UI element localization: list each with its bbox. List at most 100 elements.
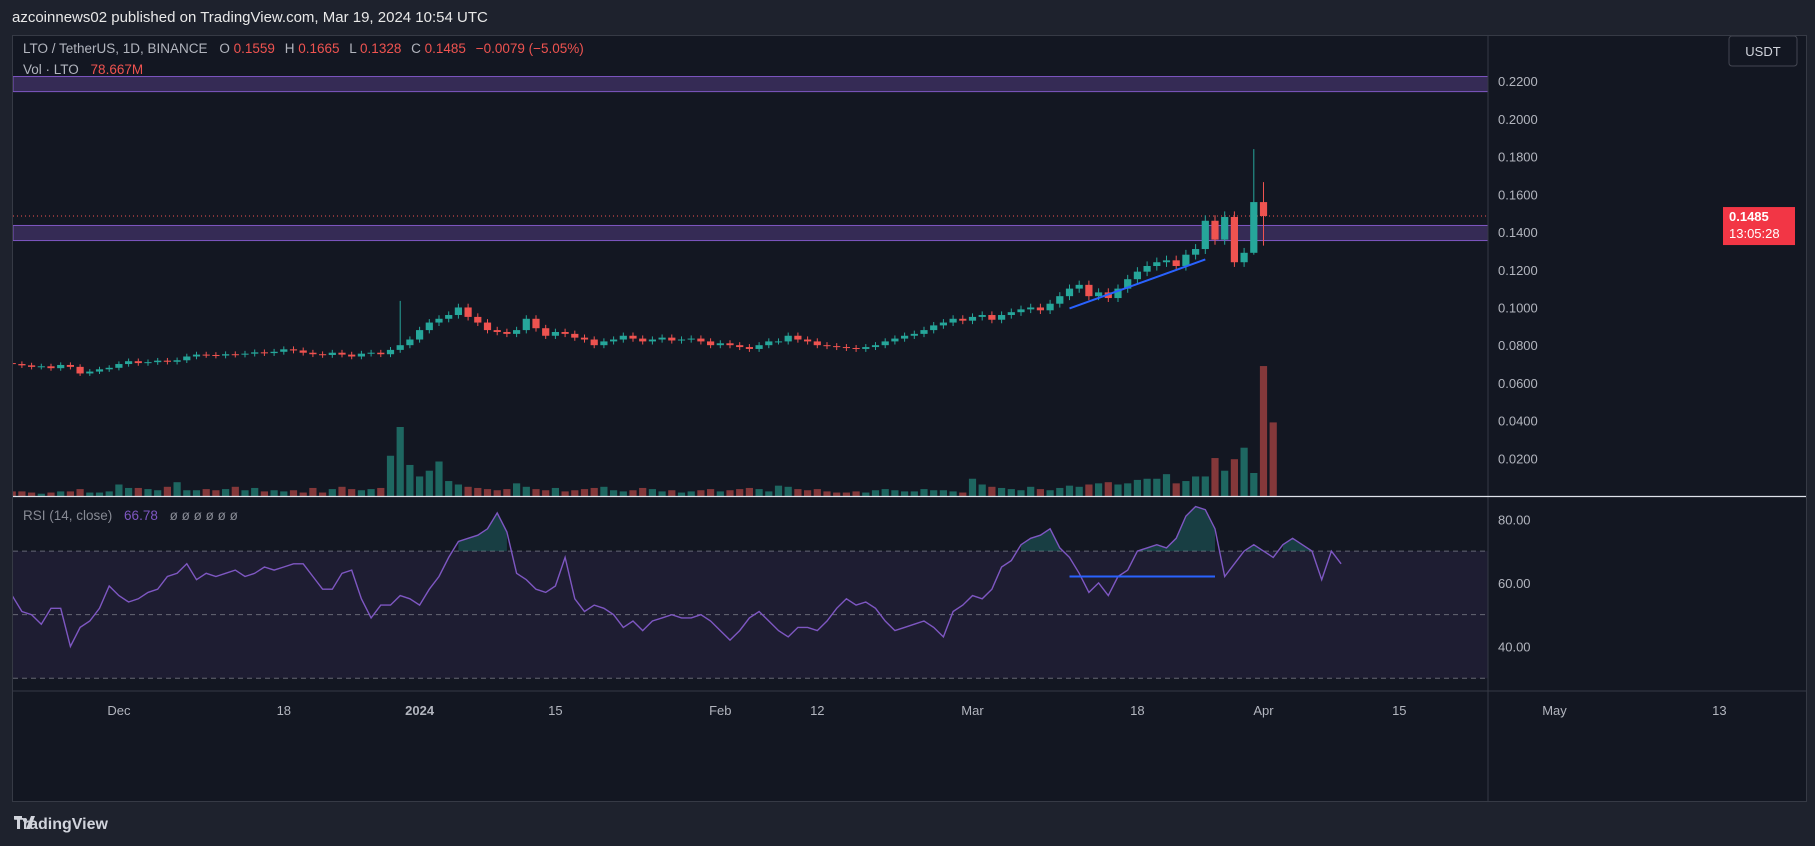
candle-body xyxy=(600,341,608,346)
candle-body xyxy=(299,350,307,353)
legend-rsi-placeholders: ø ø ø ø ø ø xyxy=(170,508,238,523)
volume-bar xyxy=(1056,487,1064,496)
volume-bar xyxy=(639,487,647,496)
candle-body xyxy=(959,318,967,321)
candle-body xyxy=(163,360,171,362)
candle-body xyxy=(212,354,220,356)
candle-body xyxy=(95,369,104,372)
legend-vol-value: 78.667M xyxy=(91,62,144,77)
rsi-overbought-fill xyxy=(1137,506,1215,552)
volume-bar xyxy=(968,478,977,496)
candle-body xyxy=(241,353,249,355)
candle-body xyxy=(154,360,162,363)
candle-body xyxy=(580,337,589,340)
time-tick-label: Mar xyxy=(961,703,984,718)
time-tick-label: Dec xyxy=(107,703,131,718)
volume-bars xyxy=(13,366,1277,496)
legend-l-label: L xyxy=(349,41,357,56)
candle-body xyxy=(328,352,336,355)
volume-bar xyxy=(697,490,705,496)
volume-bar xyxy=(1007,489,1015,496)
candle-body xyxy=(386,349,395,355)
candle-body xyxy=(1172,260,1180,266)
candle-body xyxy=(134,361,142,364)
currency-button[interactable]: USDT xyxy=(1728,36,1798,67)
candle-body xyxy=(930,325,938,331)
volume-bar xyxy=(648,489,656,496)
volume-bar xyxy=(37,493,45,496)
time-tick-label: 13 xyxy=(1712,703,1726,718)
candle-body xyxy=(784,335,792,342)
volume-bar xyxy=(1143,478,1151,496)
volume-bar xyxy=(1201,476,1209,496)
price-tick-label: 0.0200 xyxy=(1498,451,1538,466)
candle-body xyxy=(503,331,511,334)
candle-body xyxy=(891,338,899,342)
volume-bar xyxy=(784,486,792,496)
volume-bar xyxy=(658,491,666,496)
volume-bar xyxy=(260,491,268,496)
volume-bar xyxy=(1075,486,1083,496)
price-tick-label: 0.1200 xyxy=(1498,263,1538,278)
candle-body xyxy=(1211,220,1219,240)
volume-bar xyxy=(328,489,336,496)
candle-body xyxy=(202,354,210,356)
volume-bar xyxy=(959,492,967,496)
volume-bar xyxy=(503,489,511,496)
candle-body xyxy=(66,364,74,367)
candle-body xyxy=(513,330,521,334)
candle-body xyxy=(1259,202,1268,217)
volume-bar xyxy=(823,491,831,496)
price-tick-label: 0.1400 xyxy=(1498,225,1538,240)
volume-bar xyxy=(677,492,686,496)
volume-bar xyxy=(542,490,550,496)
candle-body xyxy=(532,318,540,329)
candle-body xyxy=(1133,271,1141,280)
candle-body xyxy=(629,335,637,339)
candle-body xyxy=(445,315,453,319)
volume-bar xyxy=(1017,490,1025,496)
svg-text:Vol · LTO 78.667M: Vol · LTO 78.667M xyxy=(23,62,143,77)
candle-body xyxy=(309,352,317,355)
volume-bar xyxy=(134,487,142,496)
volume-bar xyxy=(289,490,298,496)
volume-bar xyxy=(1192,476,1200,496)
time-tick-label: Apr xyxy=(1253,703,1274,718)
candle-body xyxy=(590,339,598,346)
candle-body xyxy=(765,341,773,346)
volume-bar xyxy=(1124,483,1132,496)
volume-bar xyxy=(192,490,201,496)
volume-bar xyxy=(386,455,395,496)
svg-text:RSI (14, close) 66.78: RSI (14, close) 66.78 ø ø ø ø ø ø xyxy=(23,508,238,523)
volume-bar xyxy=(115,484,123,496)
candle-body xyxy=(183,356,191,361)
legend: LTO / TetherUS, 1D, BINANCE O 0.1559 H 0… xyxy=(23,41,584,523)
volume-bar xyxy=(435,461,443,496)
rsi-tick-label: 40.00 xyxy=(1498,639,1531,654)
candle-body xyxy=(745,347,753,349)
candle-body xyxy=(774,341,783,343)
volume-bar xyxy=(755,489,763,496)
volume-bar xyxy=(871,490,880,496)
candle-body xyxy=(348,354,356,357)
volume-bar xyxy=(668,490,676,496)
candle-body xyxy=(416,330,424,340)
candle-body xyxy=(1075,284,1083,289)
rsi-tick-label: 80.00 xyxy=(1498,512,1531,527)
volume-bar xyxy=(367,489,375,496)
candle-body xyxy=(998,315,1006,320)
volume-bar xyxy=(212,490,220,496)
candle-body xyxy=(707,341,715,346)
candle-body xyxy=(619,335,627,340)
chart-canvas[interactable]: 0.0200 0.0400 0.0600 0.0800 0.1000 0.1200 0.14… xyxy=(13,36,1806,801)
volume-bar xyxy=(425,470,433,496)
candle-body xyxy=(1182,254,1190,266)
legend-rsi-label: RSI (14, close) xyxy=(23,508,112,523)
candle-body xyxy=(1230,216,1238,263)
rsi-overbought-fill xyxy=(1244,544,1264,552)
volume-bar xyxy=(1240,447,1248,496)
chart-frame[interactable]: 0.0200 0.0400 0.0600 0.0800 0.1000 0.1200 0.14… xyxy=(12,35,1807,802)
tradingview-brand[interactable]: TradingView xyxy=(14,816,108,834)
candle-body xyxy=(755,345,763,349)
volume-bar xyxy=(551,487,559,496)
